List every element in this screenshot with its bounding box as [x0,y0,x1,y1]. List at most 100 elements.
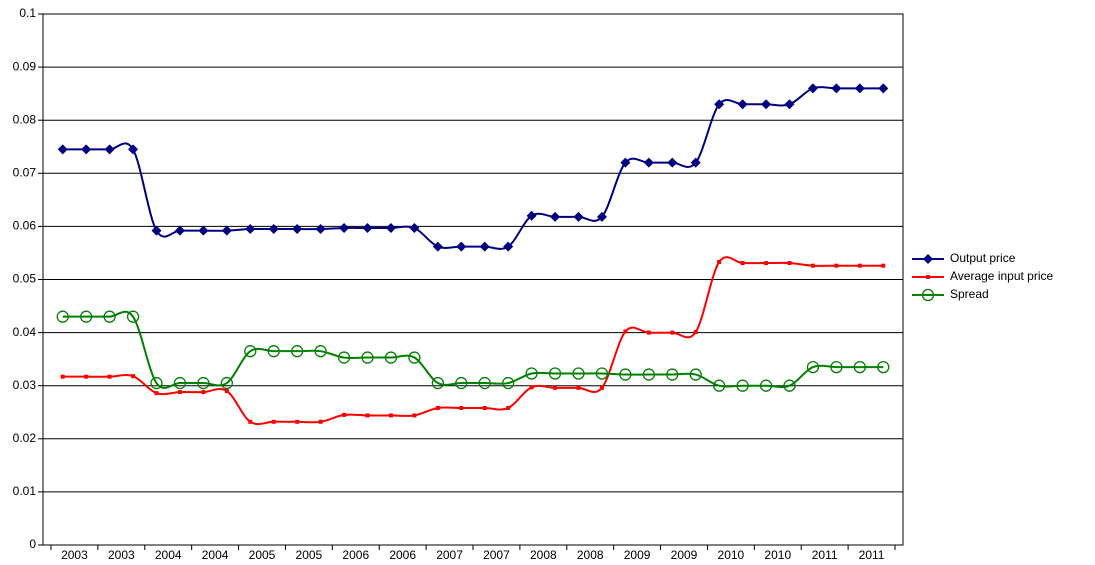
marker [853,360,866,374]
marker [787,261,792,266]
marker [126,310,140,323]
marker [291,345,304,358]
marker [271,419,276,424]
marker [173,376,187,390]
marker [362,222,373,233]
marker [267,345,280,358]
marker [84,374,89,379]
marker [435,406,440,411]
marker [315,224,326,235]
marker [573,211,584,222]
marker [857,263,862,268]
x-tick-label: 2006 [389,548,416,562]
series-line [62,256,884,426]
marker [432,241,443,252]
marker [764,261,769,266]
y-tick-label: 0.04 [13,325,37,339]
marker [878,83,889,94]
marker [595,367,609,380]
marker [337,351,351,364]
marker [921,288,935,302]
x-tick-label: 2010 [718,548,745,562]
marker [385,222,396,233]
marker [408,351,421,364]
legend-label: Average input price [950,269,1054,283]
marker [693,330,698,335]
marker [80,310,93,323]
y-tick-label: 0.03 [13,378,37,392]
marker [666,368,679,381]
marker [923,254,933,264]
marker [318,419,323,424]
y-tick-label: 0.01 [13,484,37,498]
marker [623,329,628,334]
marker [714,99,725,110]
marker [314,345,327,358]
marker [81,144,92,155]
y-tick-label: 0 [29,537,36,551]
y-tick-label: 0.08 [13,112,37,126]
marker [177,390,182,395]
marker [831,83,842,94]
marker [220,376,233,390]
x-tick-label: 2005 [296,548,323,562]
marker [529,385,534,390]
marker [268,224,279,235]
marker [854,83,865,94]
marker [107,374,112,379]
series-line [62,310,884,389]
marker [248,419,253,424]
marker [56,310,69,323]
marker [620,157,631,168]
marker [409,222,420,233]
marker [103,310,116,323]
marker [339,222,350,233]
marker [201,390,206,395]
x-tick-label: 2011 [859,548,885,562]
marker [128,144,139,155]
marker [926,275,930,279]
marker [643,157,654,168]
marker [761,99,772,110]
marker [667,157,678,168]
marker [479,241,490,252]
marker [576,385,581,390]
marker [807,83,818,94]
x-tick-label: 2003 [61,548,88,562]
marker [834,263,839,268]
x-tick-label: 2010 [764,548,791,562]
marker [740,261,745,266]
marker [365,413,370,418]
marker [482,406,487,411]
marker [689,368,702,381]
marker [431,376,444,390]
x-tick-label: 2005 [249,548,276,562]
marker [342,412,347,417]
x-tick-label: 2003 [108,548,135,562]
marker [412,413,417,418]
x-tick-label: 2011 [812,548,838,562]
marker [245,224,256,235]
marker [877,360,890,374]
legend: Output price Average input price Spread [912,251,1054,301]
marker [244,345,257,358]
marker [713,379,726,392]
marker [459,406,464,411]
y-tick-label: 0.02 [13,431,37,445]
marker [154,391,159,396]
series [57,83,889,252]
marker [224,389,229,394]
x-tick-label: 2008 [530,548,557,562]
marker [783,379,796,392]
marker [599,385,604,390]
y-tick-label: 0.05 [13,272,37,286]
marker [619,368,632,381]
y-tick-label: 0.06 [13,219,37,233]
marker [506,406,511,411]
marker [717,259,722,264]
marker [572,367,585,380]
marker [737,99,748,110]
marker [384,351,398,364]
marker [810,263,815,268]
